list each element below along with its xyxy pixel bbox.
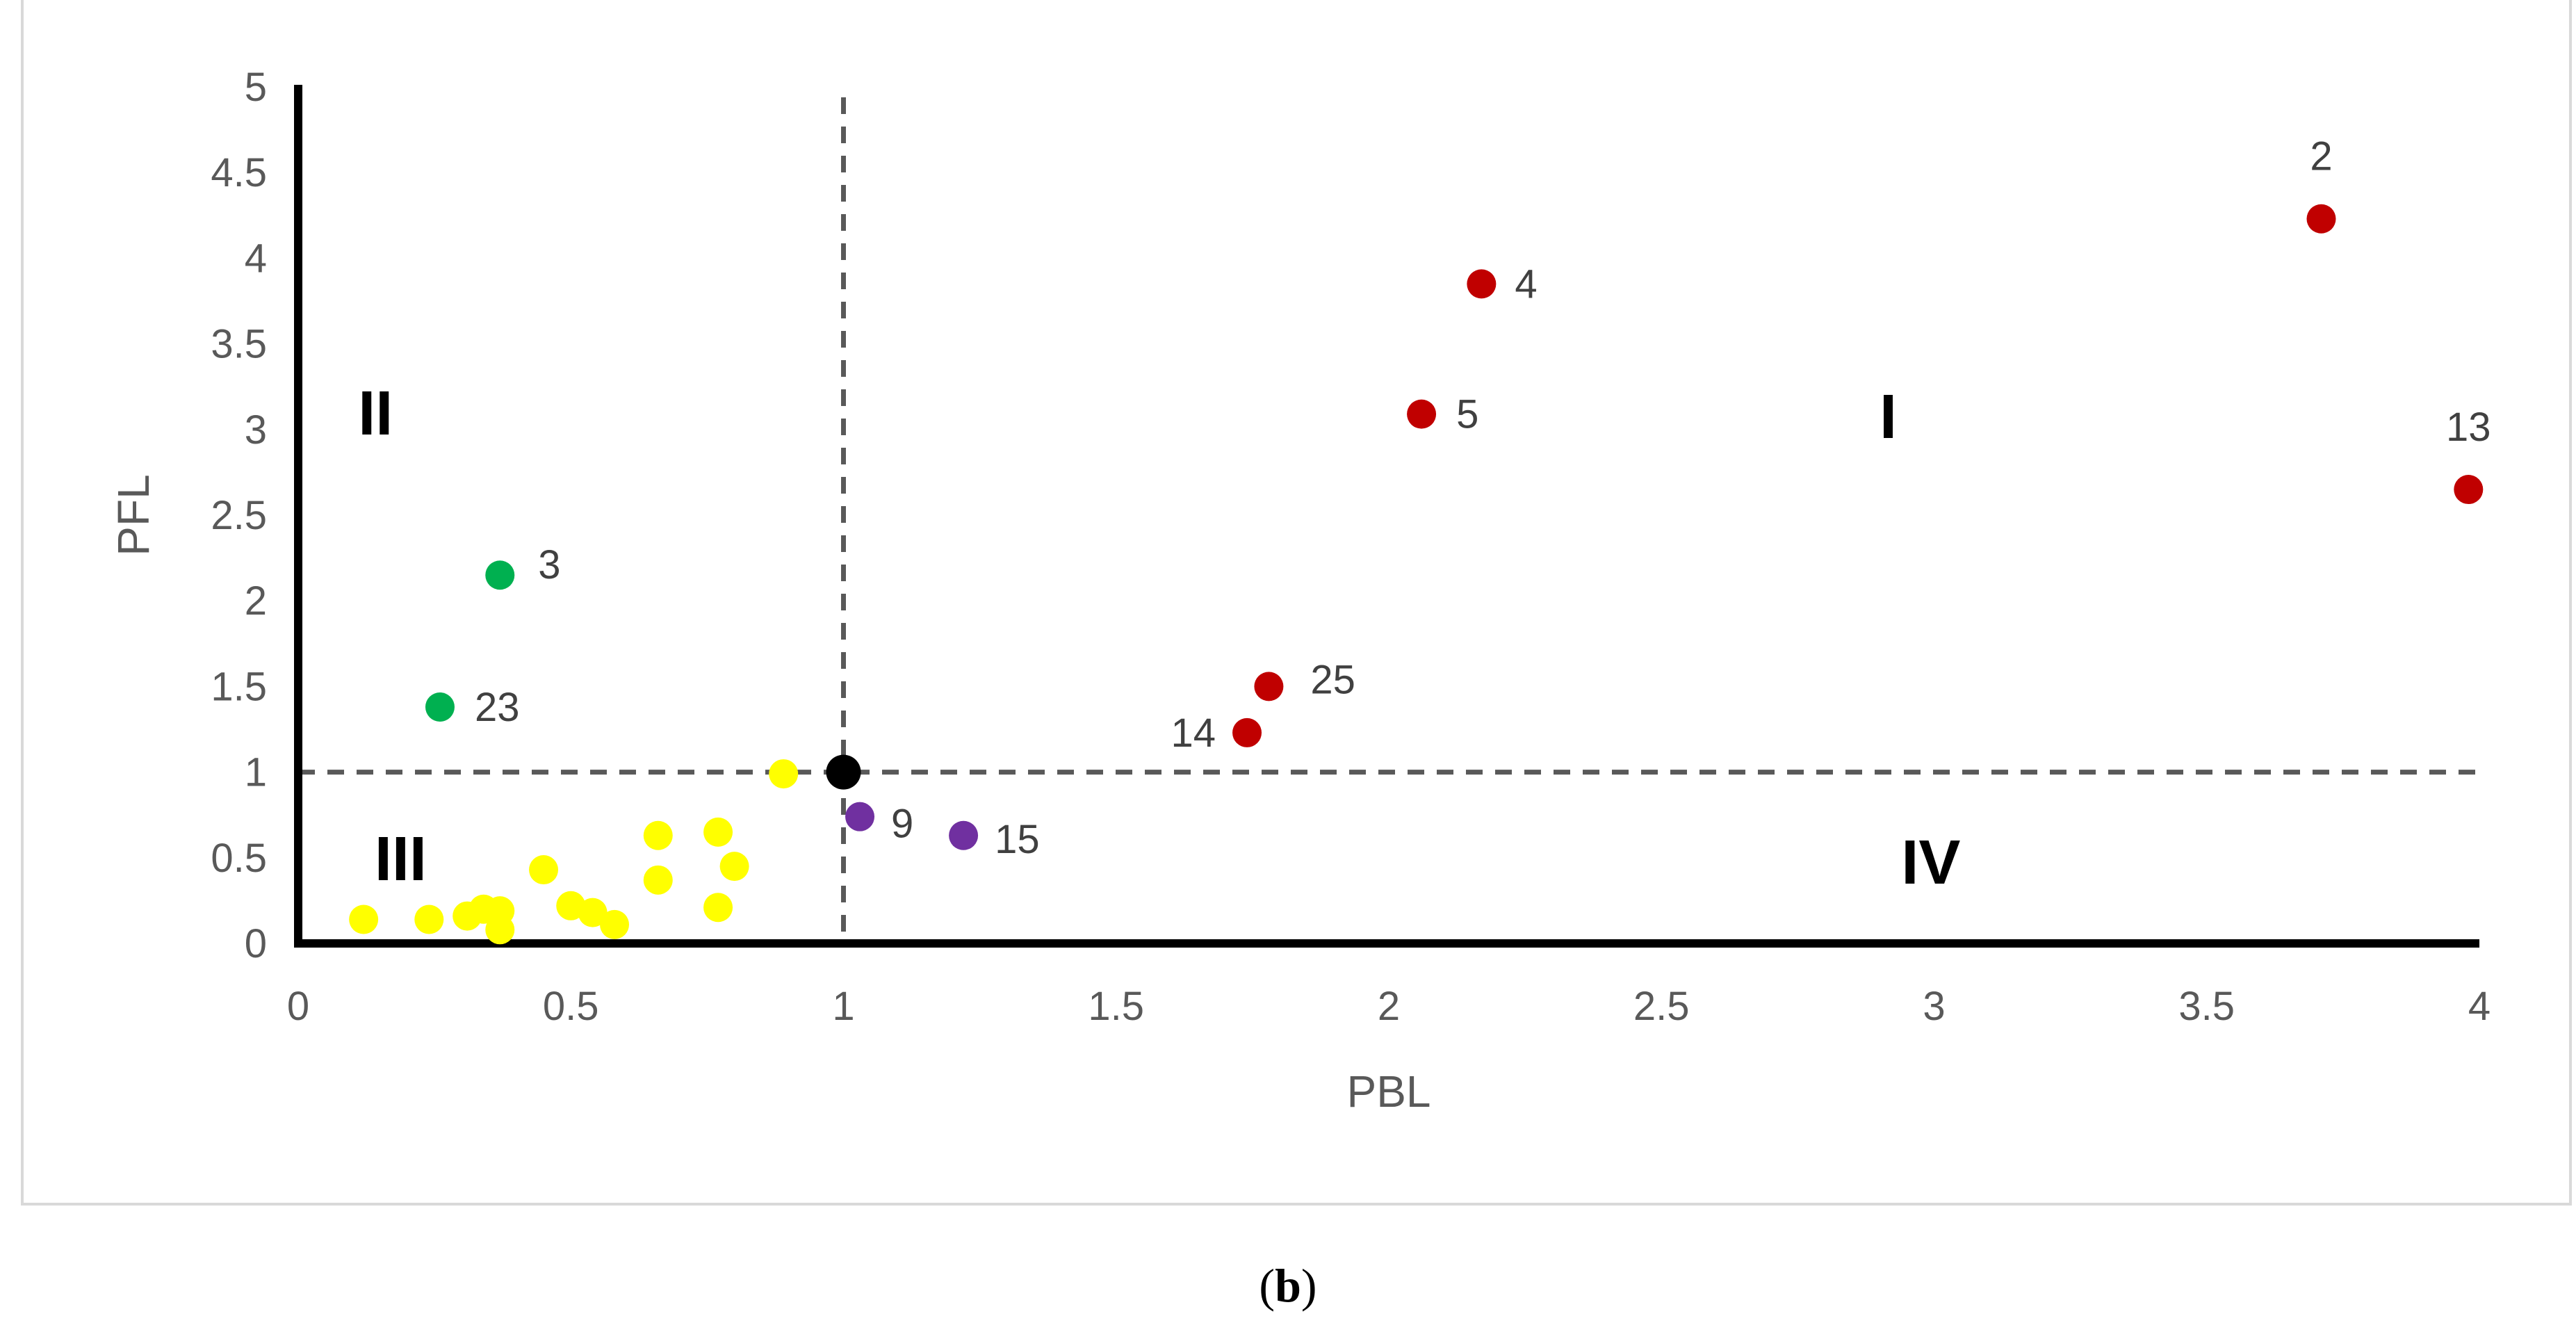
data-point [949, 820, 979, 850]
y-tick-label: 3.5 [211, 322, 267, 367]
data-point [1407, 399, 1437, 429]
x-tick-label: 3 [1923, 984, 1945, 1029]
caption-letter: b [1275, 1259, 1301, 1312]
quadrant-label: IV [1901, 828, 1960, 898]
data-point [1467, 269, 1497, 299]
x-tick-label: 1 [832, 984, 854, 1029]
scatter-chart: 0 0.5 1 1.5 2 2.5 3 3.5 4 0 0.5 1 1.5 2 2.5 3 3.5 4 4.5 5 P… [108, 65, 2491, 1117]
data-points [349, 204, 2484, 945]
y-tick-label: 2.5 [211, 493, 267, 538]
y-tick-label: 5 [245, 65, 267, 110]
data-point [1254, 672, 1284, 701]
data-point [2454, 475, 2484, 505]
y-axis-title: PFL [108, 474, 158, 555]
data-point [425, 692, 455, 722]
data-point [414, 904, 444, 934]
data-point [643, 820, 673, 850]
y-tick-label: 0 [245, 921, 267, 966]
quadrant-label: I [1880, 382, 1897, 452]
data-point-label: 2 [2310, 134, 2332, 179]
x-tick-label: 2 [1378, 984, 1400, 1029]
x-tick-label: 0.5 [543, 984, 599, 1029]
axis-titles: PBL PFL [108, 474, 1430, 1117]
caption-close-paren: ) [1301, 1259, 1317, 1312]
y-tick-label: 3 [245, 407, 267, 453]
data-point [643, 865, 673, 895]
quadrant-label: II [358, 379, 393, 448]
y-tick-label: 0.5 [211, 836, 267, 881]
data-point [826, 754, 861, 790]
data-point [769, 759, 799, 789]
data-point-label: 3 [538, 542, 560, 587]
y-tick-label: 2 [245, 578, 267, 624]
reference-lines [298, 97, 2479, 943]
data-point [1232, 717, 1262, 747]
tick-labels: 0 0.5 1 1.5 2 2.5 3 3.5 4 0 0.5 1 1.5 2 2.5 3 3.5 4 4.5 5 [211, 65, 2491, 1029]
chart-frame: 0 0.5 1 1.5 2 2.5 3 3.5 4 0 0.5 1 1.5 2 2.5 3 3.5 4 4.5 5 P… [21, 0, 2572, 1206]
data-point [703, 893, 733, 923]
figure-caption: (b) [0, 1258, 2576, 1313]
data-point [719, 852, 749, 882]
x-tick-label: 1.5 [1088, 984, 1144, 1029]
caption-open-paren: ( [1259, 1259, 1275, 1312]
data-point-label: 5 [1456, 392, 1478, 437]
data-point-label: 4 [1515, 261, 1537, 307]
x-tick-label: 3.5 [2178, 984, 2235, 1029]
x-tick-label: 4 [2468, 984, 2491, 1029]
data-point-label: 9 [891, 802, 913, 847]
x-tick-label: 2.5 [1633, 984, 1690, 1029]
y-tick-label: 4 [245, 236, 267, 281]
quadrant-label: III [375, 825, 427, 894]
y-tick-label: 1.5 [211, 664, 267, 709]
data-point-label: 15 [995, 817, 1040, 862]
data-point [485, 915, 515, 945]
data-point [845, 802, 875, 831]
data-point-label: 13 [2446, 405, 2491, 450]
axes [294, 85, 2479, 948]
y-tick-label: 1 [245, 750, 267, 795]
data-point [578, 898, 608, 927]
data-point-label: 25 [1310, 657, 1355, 702]
data-point [529, 855, 559, 885]
x-tick-label: 0 [287, 984, 309, 1029]
data-point [2306, 204, 2336, 234]
data-point-labels: 2 4 5 13 25 14 3 23 9 15 [475, 134, 2491, 862]
data-point-label: 14 [1171, 711, 1216, 756]
y-tick-label: 4.5 [211, 150, 267, 195]
data-point [349, 904, 379, 934]
data-point [703, 817, 733, 847]
data-point-label: 23 [475, 685, 520, 730]
data-point [600, 909, 630, 939]
data-point [485, 560, 515, 590]
x-axis-title: PBL [1347, 1066, 1431, 1117]
